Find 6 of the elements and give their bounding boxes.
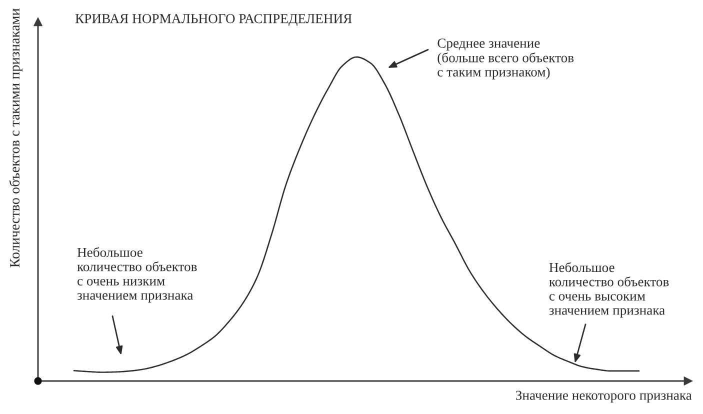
chart-title: КРИВАЯ НОРМАЛЬНОГО РАСПРЕДЕЛЕНИЯ: [75, 14, 352, 26]
y-axis-title: Количество объектов с такими признаками: [9, 8, 22, 268]
annotation: Небольшое количество объектов с очень высоким значением признака: [549, 262, 669, 318]
annotation: Среднее значение (больше всего объектов с таким признаком): [438, 38, 574, 80]
annotation: Небольшое количество объектов с очень низким значением признака: [77, 247, 197, 302]
x-axis-title: Значение некоторого признака: [516, 390, 692, 403]
